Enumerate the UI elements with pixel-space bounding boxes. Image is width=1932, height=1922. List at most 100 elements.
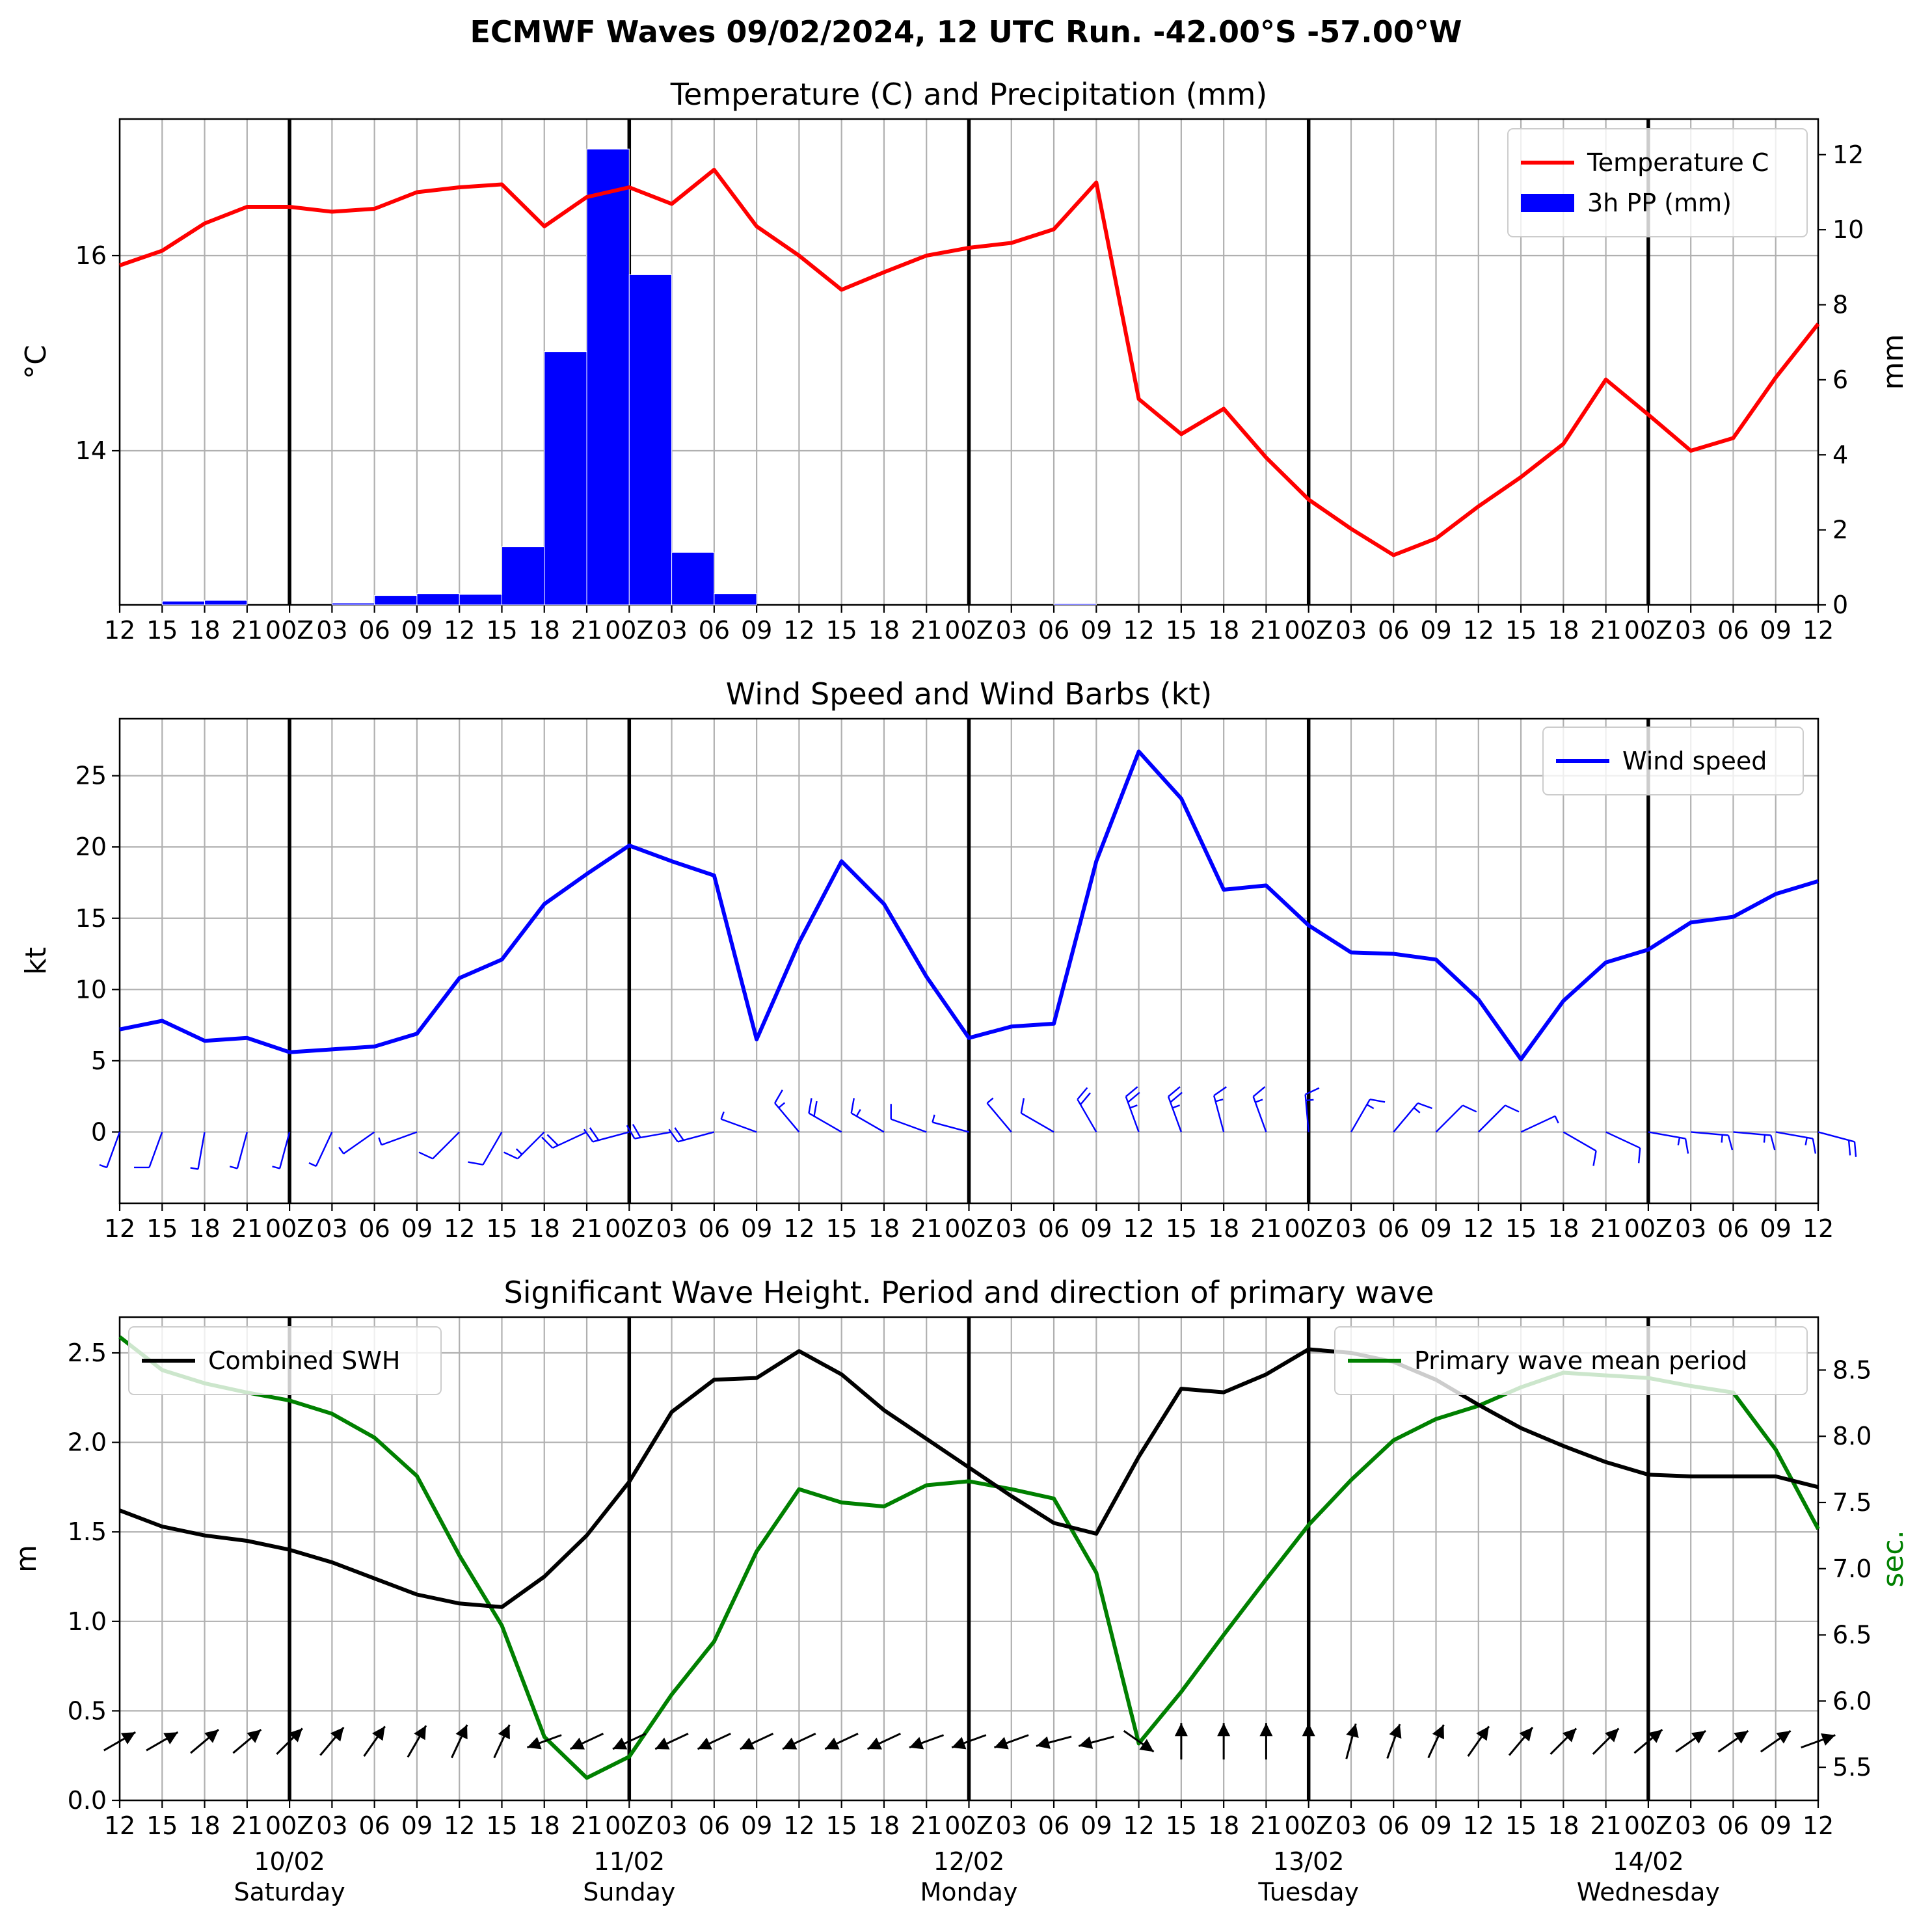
wind-barb-half-flag: [1172, 1104, 1181, 1109]
wind-barb-staff: [432, 1131, 461, 1160]
x-tick-label: 18: [1208, 616, 1239, 645]
x-tick-label: 15: [146, 1214, 178, 1243]
precip-bar: [714, 593, 757, 606]
wind-barb-flag: [1305, 1087, 1320, 1095]
y2-tick-label: 10: [1832, 215, 1864, 244]
wave-direction-arrow: [1386, 1724, 1402, 1759]
wind-barb-half-flag: [1215, 1099, 1224, 1102]
wind-barb-half-flag: [855, 1109, 861, 1117]
wind-barb-flag: [1847, 1140, 1851, 1156]
wind-barb-half-flag: [986, 1097, 994, 1104]
arrow-head: [372, 1726, 385, 1741]
x-tick-label: 09: [741, 616, 772, 645]
x-tick-label: 21: [1590, 616, 1621, 645]
x-tick-label: 06: [1378, 1214, 1409, 1243]
x-tick-label: 00Z: [605, 616, 653, 645]
wind-barb-staff: [197, 1132, 206, 1169]
wind-barb-flag: [1592, 1151, 1597, 1166]
x-tick-label: 21: [571, 616, 602, 645]
precip-bar: [459, 594, 502, 606]
panel-title: Significant Wave Height. Period and dire…: [504, 1275, 1434, 1310]
wind-barb-flag: [541, 1136, 554, 1149]
legend-box: [1542, 727, 1804, 795]
arrow-head: [455, 1724, 468, 1740]
wind-barb-staff: [932, 1121, 969, 1133]
wave-direction-arrow: [407, 1725, 427, 1758]
wind-barb: [1563, 1131, 1597, 1166]
x-tick-label: 12: [104, 616, 135, 645]
arrow-head: [414, 1725, 426, 1741]
x-tick-label: 12: [783, 1214, 814, 1243]
wind-barb-flag: [546, 1134, 559, 1146]
x-tick-label: 15: [1505, 1811, 1536, 1840]
x-tick-label: 00Z: [945, 616, 993, 645]
wind-barb-flag: [850, 1098, 855, 1114]
wind-barb-flag: [668, 1128, 678, 1143]
x-tick-label: 03: [316, 1214, 347, 1243]
wave-direction-arrow: [319, 1726, 345, 1756]
wind-barb: [190, 1132, 206, 1170]
wind-barb-flag: [1684, 1138, 1689, 1154]
arrow-head: [825, 1737, 840, 1750]
x-tick-label: 15: [486, 1811, 517, 1840]
wind-barb: [541, 1131, 587, 1149]
wave-direction-arrow: [190, 1729, 219, 1754]
wind-barb-flag: [1213, 1086, 1228, 1097]
wind-barb-staff: [1077, 1099, 1097, 1133]
y2-tick-label: 8.0: [1832, 1422, 1872, 1450]
x-tick-label: 12: [1803, 1214, 1834, 1243]
x-tick-label: 21: [571, 1214, 602, 1243]
wind-barb: [272, 1132, 291, 1169]
arrow-head: [1821, 1733, 1836, 1746]
x-tick-label: 18: [1208, 1811, 1239, 1840]
wind-barb-flag: [808, 1098, 812, 1114]
arrow-head: [288, 1728, 302, 1742]
wind-barb: [932, 1114, 969, 1133]
x-tick-label: 09: [1760, 1214, 1791, 1243]
x-tick-label: 06: [1717, 1811, 1749, 1840]
wave-direction-arrow: [1633, 1729, 1663, 1754]
y2-axis-label: sec.: [1877, 1530, 1910, 1587]
wind-barb-staff: [552, 1131, 587, 1149]
arrow-head: [120, 1732, 136, 1744]
arrow-head: [1432, 1724, 1444, 1740]
wave-direction-arrow: [1550, 1728, 1577, 1755]
x-tick-label: 15: [1166, 616, 1197, 645]
arrow-head: [1174, 1723, 1188, 1737]
x-tick-label: 12: [1463, 616, 1494, 645]
precip-bar: [544, 351, 587, 606]
x-tick-label: 00Z: [1624, 1214, 1672, 1243]
wind-barb-flag: [1020, 1098, 1025, 1114]
wave-direction-arrow: [1801, 1733, 1836, 1749]
wind-barb-flag: [1853, 1141, 1857, 1157]
legend-box: [128, 1326, 442, 1395]
y-axis-label: m: [10, 1545, 43, 1573]
wind-barb-flag: [1812, 1138, 1817, 1154]
x-tick-label: 03: [996, 1811, 1027, 1840]
legend-box: [1334, 1326, 1808, 1395]
wind-barb-staff: [774, 1102, 800, 1133]
wind-barb-flag: [632, 1124, 641, 1138]
x-tick-label: 15: [486, 616, 517, 645]
y2-tick-label: 4: [1832, 440, 1848, 469]
wind-barb-half-flag: [378, 1137, 382, 1145]
x-tick-label: 18: [868, 1214, 900, 1243]
wind-barb: [468, 1131, 503, 1166]
x-tick-label: 03: [1675, 1214, 1706, 1243]
wind-barb-staff: [891, 1118, 927, 1133]
x-tick-label: 06: [1378, 1811, 1409, 1840]
y-tick-label: 0.5: [68, 1696, 107, 1725]
wave-direction-arrow: [526, 1734, 562, 1750]
day-date-label: 14/02: [1613, 1847, 1684, 1876]
arrow-head: [655, 1737, 670, 1750]
wind-barb-half-flag: [1366, 1104, 1375, 1110]
wave-direction-arrow: [1427, 1724, 1445, 1759]
x-tick-label: 12: [1803, 616, 1834, 645]
wind-barb-half-flag: [1677, 1137, 1681, 1145]
wave-direction-arrow: [1508, 1726, 1534, 1756]
wave-direction-arrow: [612, 1732, 647, 1750]
y-tick-label: 1.0: [68, 1607, 107, 1636]
x-tick-label: 21: [1590, 1811, 1621, 1840]
y-tick-label: 2.0: [68, 1428, 107, 1457]
wind-barb-flag: [1727, 1135, 1734, 1151]
